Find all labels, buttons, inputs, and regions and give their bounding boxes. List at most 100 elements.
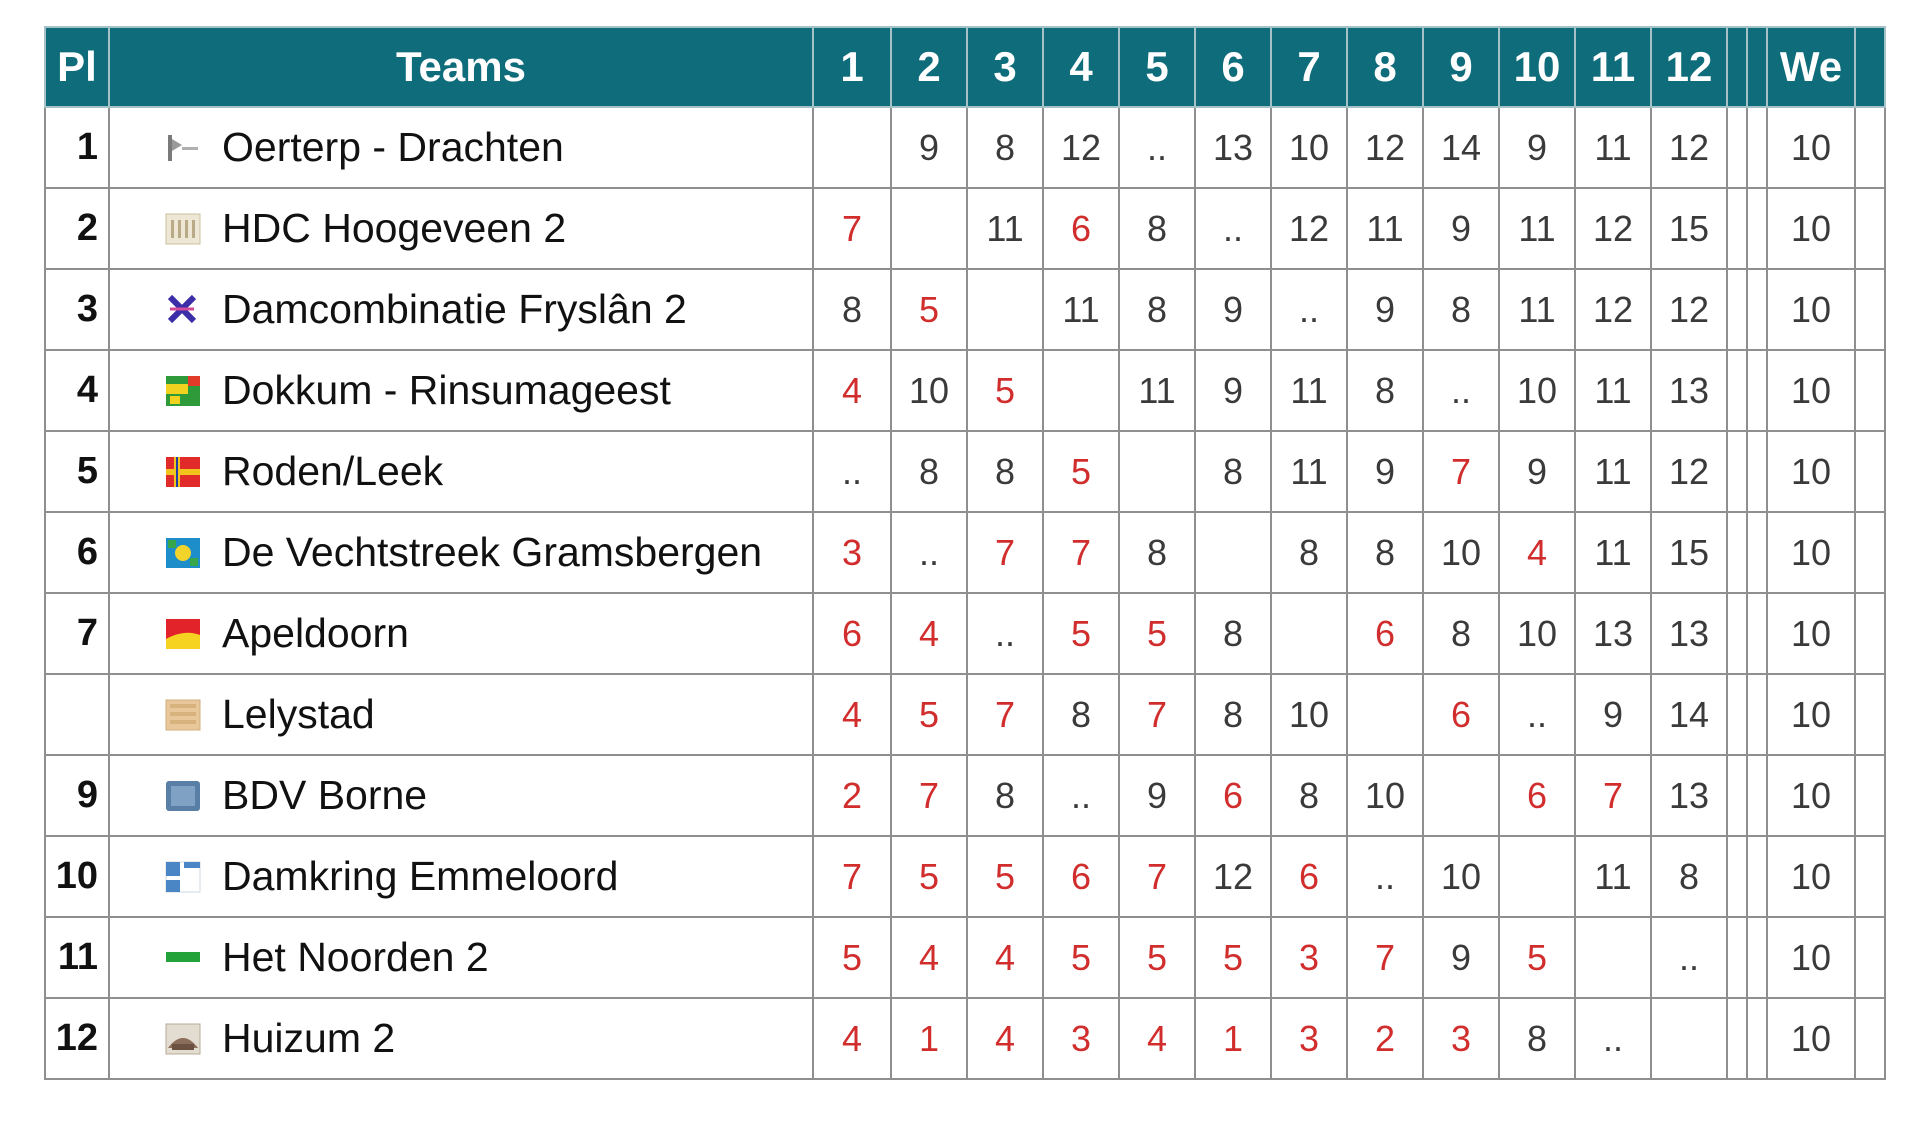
team-name: Lelystad xyxy=(222,691,375,737)
header-last xyxy=(1854,26,1886,108)
score-cell-round-11: 11 xyxy=(1574,430,1652,513)
score-cell-round-4: 7 xyxy=(1042,511,1120,594)
rank-cell: 1 xyxy=(44,106,110,189)
score-cell-round-1: .. xyxy=(812,430,892,513)
score-cell-round-1: 5 xyxy=(812,916,892,999)
score-cell-round-3: 11 xyxy=(966,187,1044,270)
score-cell-round-6: 8 xyxy=(1194,673,1272,756)
lelystad-logo-icon xyxy=(164,698,202,732)
table-row: 9 BDV Borne 2 7 8.. 9 6 8 10 6 7 13 10 xyxy=(44,754,1886,837)
score-cell-round-12: 14 xyxy=(1650,673,1728,756)
score-cell-round-11: 11 xyxy=(1574,835,1652,918)
score-cell-round-12: 13 xyxy=(1650,754,1728,837)
we-cell: 10 xyxy=(1766,916,1856,999)
score-cell-round-1: 3 xyxy=(812,511,892,594)
score-cell-round-10: 5 xyxy=(1498,916,1576,999)
score-cell-round-1: 4 xyxy=(812,997,892,1080)
score-cell-round-5: 7 xyxy=(1118,673,1196,756)
table-row: 10 Damkring Emmeloord 7 5 5 6 7 12 6.. 10 11 8 10 xyxy=(44,835,1886,918)
score-cell-round-10: 4 xyxy=(1498,511,1576,594)
header-round-8: 8 xyxy=(1346,26,1424,108)
table-row: 5 Roden/Leek.. 8 8 5 8 11 9 7 9 11 12 10 xyxy=(44,430,1886,513)
damkring-emmeloord-logo-icon xyxy=(164,860,202,894)
score-cell-round-2: 10 xyxy=(890,349,968,432)
rank-cell: 6 xyxy=(44,511,110,594)
extra-cell-2 xyxy=(1746,511,1768,594)
team-name: Dokkum - Rinsumageest xyxy=(222,367,671,413)
table-body: 1 Oerterp - Drachten 9 8 12.. 13 10 12 14 9 11 12 10… xyxy=(44,106,1886,1080)
score-cell-round-1 xyxy=(812,106,892,189)
team-cell-content: HDC Hoogeveen 2 xyxy=(111,205,811,252)
header-round-9: 9 xyxy=(1422,26,1500,108)
table-row: Lelystad 4 5 7 8 7 8 10 6.. 9 14 10 xyxy=(44,673,1886,756)
header-round-11: 11 xyxy=(1574,26,1652,108)
score-cell-round-12: 13 xyxy=(1650,592,1728,675)
score-cell-round-12: 8 xyxy=(1650,835,1728,918)
last-cell xyxy=(1854,349,1886,432)
team-name: De Vechtstreek Gramsbergen xyxy=(222,529,763,575)
score-cell-round-9: 7 xyxy=(1422,430,1500,513)
score-cell-round-7: 11 xyxy=(1270,430,1348,513)
team-cell: Damkring Emmeloord xyxy=(108,835,814,918)
we-cell: 10 xyxy=(1766,754,1856,837)
extra-cell-2 xyxy=(1746,349,1768,432)
score-cell-round-9: .. xyxy=(1422,349,1500,432)
last-cell xyxy=(1854,511,1886,594)
score-cell-round-8: 8 xyxy=(1346,349,1424,432)
header-round-10: 10 xyxy=(1498,26,1576,108)
score-cell-round-10 xyxy=(1498,835,1576,918)
header-row: Pl Teams 1 2 3 4 5 6 7 8 9 10 11 12 We xyxy=(44,26,1886,108)
extra-cell-1 xyxy=(1726,592,1748,675)
score-cell-round-6 xyxy=(1194,511,1272,594)
apeldoorn-logo-icon xyxy=(164,617,202,651)
roden-leek-logo-icon xyxy=(164,455,202,489)
score-cell-round-8: 8 xyxy=(1346,511,1424,594)
score-cell-round-8: 7 xyxy=(1346,916,1424,999)
score-cell-round-1: 8 xyxy=(812,268,892,351)
extra-cell-2 xyxy=(1746,916,1768,999)
score-cell-round-2: 5 xyxy=(890,835,968,918)
score-cell-round-9: 8 xyxy=(1422,592,1500,675)
score-cell-round-10: 8 xyxy=(1498,997,1576,1080)
score-cell-round-8: .. xyxy=(1346,835,1424,918)
score-cell-round-5: 8 xyxy=(1118,268,1196,351)
score-cell-round-1: 4 xyxy=(812,673,892,756)
score-cell-round-4: .. xyxy=(1042,754,1120,837)
extra-cell-2 xyxy=(1746,835,1768,918)
team-cell: HDC Hoogeveen 2 xyxy=(108,187,814,270)
last-cell xyxy=(1854,754,1886,837)
score-cell-round-8: 11 xyxy=(1346,187,1424,270)
score-cell-round-12: .. xyxy=(1650,916,1728,999)
table-row: 11 Het Noorden 2 5 4 4 5 5 5 3 7 9 5.. 10 xyxy=(44,916,1886,999)
we-cell: 10 xyxy=(1766,106,1856,189)
score-cell-round-12: 12 xyxy=(1650,106,1728,189)
score-cell-round-9: 10 xyxy=(1422,511,1500,594)
last-cell xyxy=(1854,187,1886,270)
team-name: Apeldoorn xyxy=(222,610,409,656)
score-cell-round-8: 2 xyxy=(1346,997,1424,1080)
score-cell-round-4: 5 xyxy=(1042,430,1120,513)
extra-cell-2 xyxy=(1746,187,1768,270)
header-round-7: 7 xyxy=(1270,26,1348,108)
we-cell: 10 xyxy=(1766,349,1856,432)
score-cell-round-4: 5 xyxy=(1042,916,1120,999)
we-cell: 10 xyxy=(1766,592,1856,675)
score-cell-round-5: 7 xyxy=(1118,835,1196,918)
extra-cell-2 xyxy=(1746,673,1768,756)
score-cell-round-10: 11 xyxy=(1498,268,1576,351)
score-cell-round-8: 12 xyxy=(1346,106,1424,189)
team-cell: De Vechtstreek Gramsbergen xyxy=(108,511,814,594)
score-cell-round-11: .. xyxy=(1574,997,1652,1080)
header-round-3: 3 xyxy=(966,26,1044,108)
score-cell-round-2: .. xyxy=(890,511,968,594)
team-cell: Roden/Leek xyxy=(108,430,814,513)
score-cell-round-8 xyxy=(1346,673,1424,756)
score-cell-round-10: 10 xyxy=(1498,592,1576,675)
score-cell-round-2: 4 xyxy=(890,916,968,999)
score-cell-round-9: 6 xyxy=(1422,673,1500,756)
table-row: 3 Damcombinatie Fryslân 2 8 5 11 8 9.. 9 8 11 12 12… xyxy=(44,268,1886,351)
rank-cell: 2 xyxy=(44,187,110,270)
score-cell-round-6: 9 xyxy=(1194,349,1272,432)
score-cell-round-6: 6 xyxy=(1194,754,1272,837)
oerterp-drachten-logo-icon xyxy=(164,131,202,165)
